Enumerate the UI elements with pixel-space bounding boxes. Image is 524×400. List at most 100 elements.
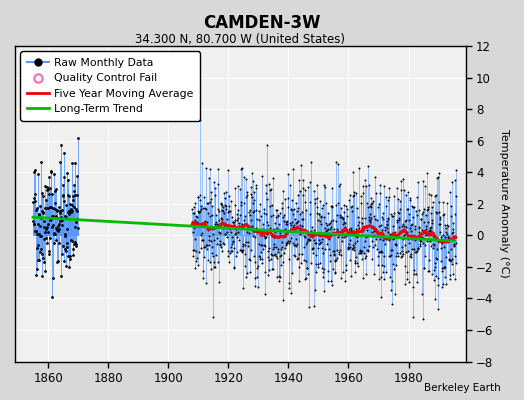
Point <box>35 257 43 264</box>
Point <box>68 207 76 214</box>
Point <box>395 215 403 222</box>
Point <box>328 282 336 288</box>
Point <box>264 272 272 278</box>
Point <box>70 204 79 210</box>
Point <box>218 248 226 254</box>
Point <box>294 205 302 211</box>
Point <box>62 248 70 254</box>
Point <box>190 210 198 216</box>
Point <box>444 234 452 240</box>
Point <box>224 253 233 259</box>
Point <box>348 193 357 200</box>
Point <box>249 253 258 260</box>
Point <box>199 194 208 200</box>
Point <box>391 241 400 248</box>
Point <box>319 273 328 280</box>
Point <box>366 202 374 209</box>
Point <box>68 202 77 208</box>
Point <box>361 238 369 244</box>
Point <box>425 238 434 244</box>
Point <box>311 196 319 202</box>
Point <box>236 225 244 231</box>
Point <box>203 200 211 207</box>
Point <box>276 230 285 236</box>
Point <box>261 189 270 196</box>
Point <box>200 253 208 260</box>
Point <box>296 211 304 217</box>
Point <box>347 207 356 214</box>
Point <box>32 272 40 278</box>
Point <box>365 243 374 249</box>
Point <box>297 260 305 266</box>
Point <box>195 117 204 123</box>
Point <box>385 184 394 191</box>
Point <box>300 228 309 234</box>
Point <box>191 200 199 206</box>
Point <box>230 264 238 270</box>
Point <box>383 222 391 228</box>
Point <box>290 206 299 212</box>
Point <box>59 192 67 198</box>
Point <box>418 208 427 215</box>
Point <box>352 226 361 232</box>
Point <box>329 217 337 223</box>
Point <box>45 248 53 254</box>
Point <box>409 246 418 252</box>
Point <box>198 160 206 166</box>
Point <box>251 234 259 240</box>
Point <box>340 219 348 225</box>
Point <box>64 210 73 217</box>
Point <box>348 246 357 253</box>
Point <box>399 187 408 194</box>
Point <box>433 246 442 252</box>
Point <box>191 217 200 224</box>
Point <box>415 229 423 236</box>
Point <box>58 251 67 257</box>
Point <box>429 241 438 247</box>
Point <box>36 203 44 210</box>
Point <box>189 203 198 210</box>
Point <box>299 177 307 184</box>
Point <box>60 258 68 264</box>
Point <box>251 283 259 289</box>
Point <box>196 206 205 212</box>
Point <box>40 236 49 243</box>
Point <box>430 192 439 199</box>
Point <box>64 177 72 183</box>
Point <box>296 188 304 194</box>
Point <box>30 167 39 173</box>
Point <box>277 261 285 268</box>
Point <box>215 208 223 215</box>
Point <box>324 210 332 216</box>
Point <box>41 268 49 274</box>
Point <box>343 206 352 212</box>
Point <box>204 210 212 216</box>
Point <box>300 243 308 250</box>
Point <box>394 196 402 202</box>
Point <box>281 196 290 202</box>
Point <box>255 256 264 262</box>
Point <box>397 254 405 260</box>
Point <box>304 271 312 277</box>
Point <box>73 216 81 222</box>
Point <box>434 174 442 180</box>
Point <box>298 216 306 222</box>
Point <box>293 218 301 225</box>
Point <box>215 230 224 237</box>
Point <box>221 231 229 237</box>
Point <box>416 238 424 244</box>
Point <box>413 194 421 200</box>
Point <box>389 222 397 229</box>
Point <box>370 215 379 222</box>
Point <box>374 262 382 268</box>
Point <box>372 236 380 242</box>
Point <box>241 212 249 219</box>
Point <box>241 242 249 248</box>
Point <box>448 178 456 185</box>
Point <box>65 208 73 215</box>
Point <box>319 269 328 276</box>
Point <box>388 212 397 219</box>
Point <box>209 252 217 259</box>
Point <box>401 263 409 270</box>
Point <box>355 224 363 231</box>
